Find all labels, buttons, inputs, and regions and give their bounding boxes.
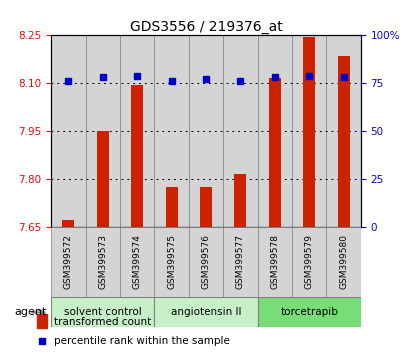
Text: GSM399578: GSM399578 [270,234,279,290]
Text: torcetrapib: torcetrapib [280,307,337,318]
Bar [257,227,291,297]
Text: GSM399579: GSM399579 [304,234,313,290]
Text: angiotensin II: angiotensin II [171,307,240,318]
Text: GSM399574: GSM399574 [133,234,142,290]
Bar [120,227,154,297]
Text: GSM399575: GSM399575 [167,234,176,290]
Text: GSM399573: GSM399573 [98,234,107,290]
Bar [85,227,120,297]
Bar [120,35,154,227]
Text: transformed count: transformed count [54,316,151,327]
Bar [97,131,109,227]
Title: GDS3556 / 219376_at: GDS3556 / 219376_at [129,21,282,34]
Bar [165,187,177,227]
Bar [222,227,257,297]
Bar [131,85,143,227]
Bar [222,35,257,227]
Text: GSM399577: GSM399577 [235,234,244,290]
Bar [326,227,360,297]
Bar [257,35,291,227]
Text: solvent control: solvent control [64,307,142,318]
Bar [291,227,326,297]
Text: GSM399576: GSM399576 [201,234,210,290]
Bar [200,187,211,227]
Text: GSM399572: GSM399572 [64,234,73,290]
Bar [51,35,85,227]
Text: agent: agent [15,307,47,318]
Bar [51,297,154,327]
Bar [37,314,47,329]
Bar [189,227,222,297]
Bar [326,35,360,227]
Text: percentile rank within the sample: percentile rank within the sample [54,336,229,346]
Text: GSM399580: GSM399580 [338,234,347,290]
Bar [189,35,222,227]
Bar [51,227,85,297]
Bar [268,78,280,227]
Bar [337,56,349,227]
Bar [154,35,189,227]
Bar [154,227,189,297]
Bar [154,297,257,327]
Bar [291,35,326,227]
Bar [62,220,74,227]
Bar [85,35,120,227]
Bar [257,297,360,327]
Bar [302,37,315,227]
Bar [234,174,246,227]
